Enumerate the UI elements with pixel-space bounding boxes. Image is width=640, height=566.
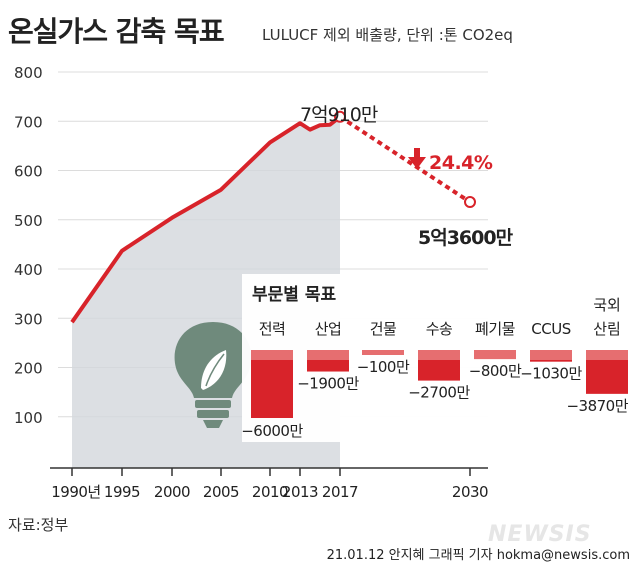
sector-value-label: −1900만 [297,375,359,393]
x-tick-label: 1990년 [51,483,100,501]
sector-category-label: 산림 [593,320,621,338]
target-value-label: 5억3600만 [418,227,514,249]
y-tick-label: 700 [14,113,43,131]
x-tick-label: 2017 [322,483,358,501]
source-note: 자료:정부 [8,516,69,534]
sector-value-label: −2700만 [408,384,470,402]
sector-bar [251,350,293,418]
sector-value-label: −100만 [357,358,410,376]
sector-bar-highlight [307,350,349,360]
y-tick-label: 100 [14,409,43,427]
sector-category-label: 건물 [370,320,397,338]
sector-bar-highlight [418,350,460,360]
x-tick-label: 2005 [203,483,239,501]
sector-value-label: −1030만 [520,365,582,383]
x-tick-label: 2013 [282,483,318,501]
x-tick-label: 2010 [252,483,288,501]
peak-value-label: 7억910만 [300,104,378,126]
y-tick-label: 300 [14,310,43,328]
peak-point [334,110,346,123]
page-title: 온실가스 감축 목표 [8,15,225,48]
x-tick-label: 2000 [154,483,190,501]
sector-category-label: 수송 [426,320,453,338]
sector-category-label: CCUS [531,320,570,338]
y-tick-label: 200 [14,360,43,378]
light-bulb-leaf-icon [174,322,252,428]
y-tick-label: 800 [14,64,43,82]
target-point [464,196,476,209]
historical-series-line [70,115,342,324]
sector-bar-highlight [362,350,404,355]
x-tick-label: 2030 [452,483,488,501]
sector-category-label: 국외 [593,296,621,314]
sector-bar-highlight [530,350,572,360]
sector-value-label: −3870만 [566,397,628,415]
change-rate-label: 24.4% [429,152,493,174]
x-tick-label: 1995 [104,483,140,501]
sector-bar-highlight [251,350,293,360]
y-tick-label: 400 [14,261,43,279]
watermark-logo: NEWSIS [488,522,592,547]
sector-bar-highlight [474,350,516,360]
arrow-down-icon [408,148,426,169]
y-tick-label: 600 [14,163,43,181]
target-series-line [338,115,472,204]
page-subtitle: LULUCF 제외 배출량, 단위 :톤 CO2eq [262,26,513,44]
credit-line: 21.01.12 안지혜 그래픽 기자 hokma@newsis.com [326,548,630,563]
sector-value-label: −800만 [469,362,522,380]
y-tick-label: 500 [14,212,43,230]
sector-category-label: 폐기물 [475,320,515,338]
sector-bar-highlight [586,350,628,360]
sector-category-label: 산업 [315,320,342,338]
sector-value-label: −6000만 [241,422,303,440]
sector-panel-title: 부문별 목표 [252,285,336,305]
sector-category-label: 전력 [259,320,286,338]
